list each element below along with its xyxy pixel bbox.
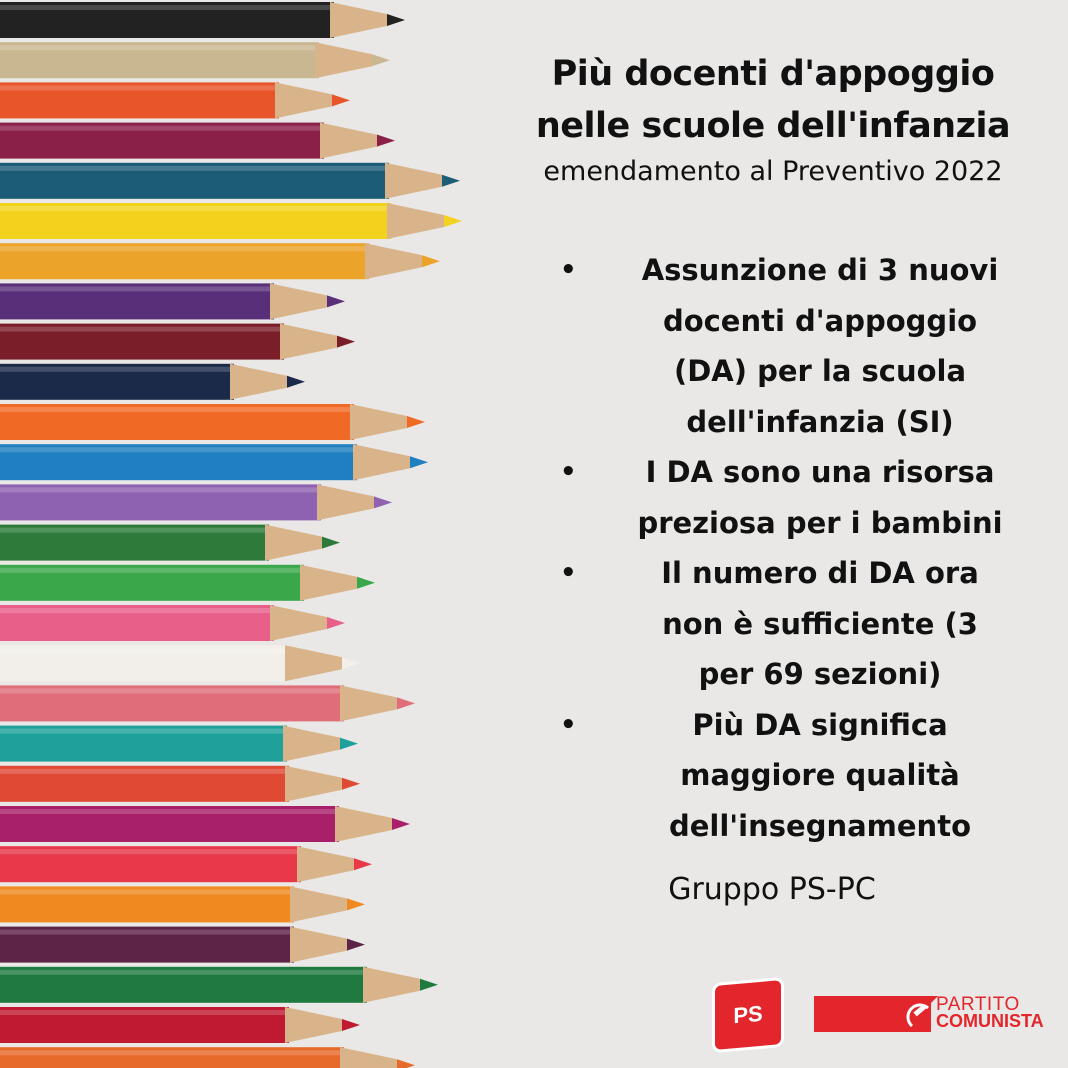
bullet-dot: • <box>560 255 577 285</box>
pencil <box>0 966 438 1003</box>
bullet-line: I DA sono una risorsa <box>645 455 995 489</box>
ps-logo: PS <box>715 980 781 1050</box>
pencil <box>0 926 365 963</box>
pencil <box>0 564 375 601</box>
pencil <box>0 605 345 641</box>
pencil <box>0 846 372 883</box>
poster-title: Più docenti d'appoggio nelle scuole dell… <box>490 48 1056 152</box>
pencil <box>0 1007 360 1043</box>
pencil <box>0 524 340 561</box>
pencil <box>0 82 350 119</box>
poster-subtitle: emendamento al Preventivo 2022 <box>543 156 1003 187</box>
pencil <box>0 765 360 802</box>
pencil <box>0 42 390 79</box>
bullet-line: non è sufficiente (3 <box>662 606 978 641</box>
bullet-line: preziosa per i bambini <box>637 505 1003 540</box>
bullet-line: dell'insegnamento <box>669 808 971 843</box>
pc-line-2: COMUNISTA <box>936 1011 1044 1031</box>
pencil <box>0 243 440 280</box>
bullet-line: (DA) per la scuola <box>673 354 967 388</box>
pencil <box>0 363 305 400</box>
pc-logo-text: PARTITO COMUNISTA <box>936 994 1044 1031</box>
hammer-sickle-icon <box>902 996 938 1032</box>
bullet-dot: • <box>560 709 577 740</box>
pencil <box>0 685 415 722</box>
bullet-line: Più DA significa <box>692 707 948 742</box>
pencil <box>0 162 460 199</box>
pencil <box>0 203 462 239</box>
bullet-list: • Assunzione di 3 nuovi docenti d'appoggio… <box>560 245 1040 851</box>
bullet-line: docenti d'appoggio <box>662 303 978 338</box>
bullet-item: • Più DA significa maggiore qualità dell'in… <box>560 700 1040 852</box>
pencil <box>0 484 392 521</box>
bullet-line: Assunzione di 3 nuovi <box>641 253 999 287</box>
colored-pencils-photo <box>0 2 462 1068</box>
pencil <box>0 444 428 481</box>
pencil <box>0 2 405 38</box>
bullet-line: maggiore qualità <box>680 758 960 792</box>
bullet-line: per 69 sezioni) <box>698 657 942 691</box>
ps-logo-text: PS <box>733 1000 763 1029</box>
bullet-line: Il numero di DA ora <box>661 556 979 590</box>
title-line-2: nelle scuole dell'infanzia <box>535 106 1011 146</box>
pencil <box>0 645 360 682</box>
bullet-line: dell'infanzia (SI) <box>686 404 954 439</box>
title-line-1: Più docenti d'appoggio <box>551 54 995 94</box>
pencil <box>0 323 355 360</box>
bullet-item: • Assunzione di 3 nuovi docenti d'appoggio… <box>560 245 1040 447</box>
bullet-dot: • <box>560 457 577 487</box>
signature: Gruppo PS-PC <box>668 872 876 907</box>
partito-comunista-logo: PARTITO COMUNISTA <box>814 994 1059 1032</box>
pencil <box>0 122 395 159</box>
pencil <box>0 806 410 842</box>
pencil <box>0 404 425 440</box>
pencil <box>0 725 358 762</box>
bullet-dot: • <box>560 558 577 588</box>
pc-line-1: PARTITO <box>936 994 1020 1015</box>
pencil <box>0 1047 415 1068</box>
pencil <box>0 283 345 320</box>
bullet-item: • I DA sono una risorsa preziosa per i bam… <box>560 447 1040 548</box>
bullet-item: • Il numero di DA ora non è sufficiente (3… <box>560 548 1040 700</box>
pencil <box>0 886 365 923</box>
